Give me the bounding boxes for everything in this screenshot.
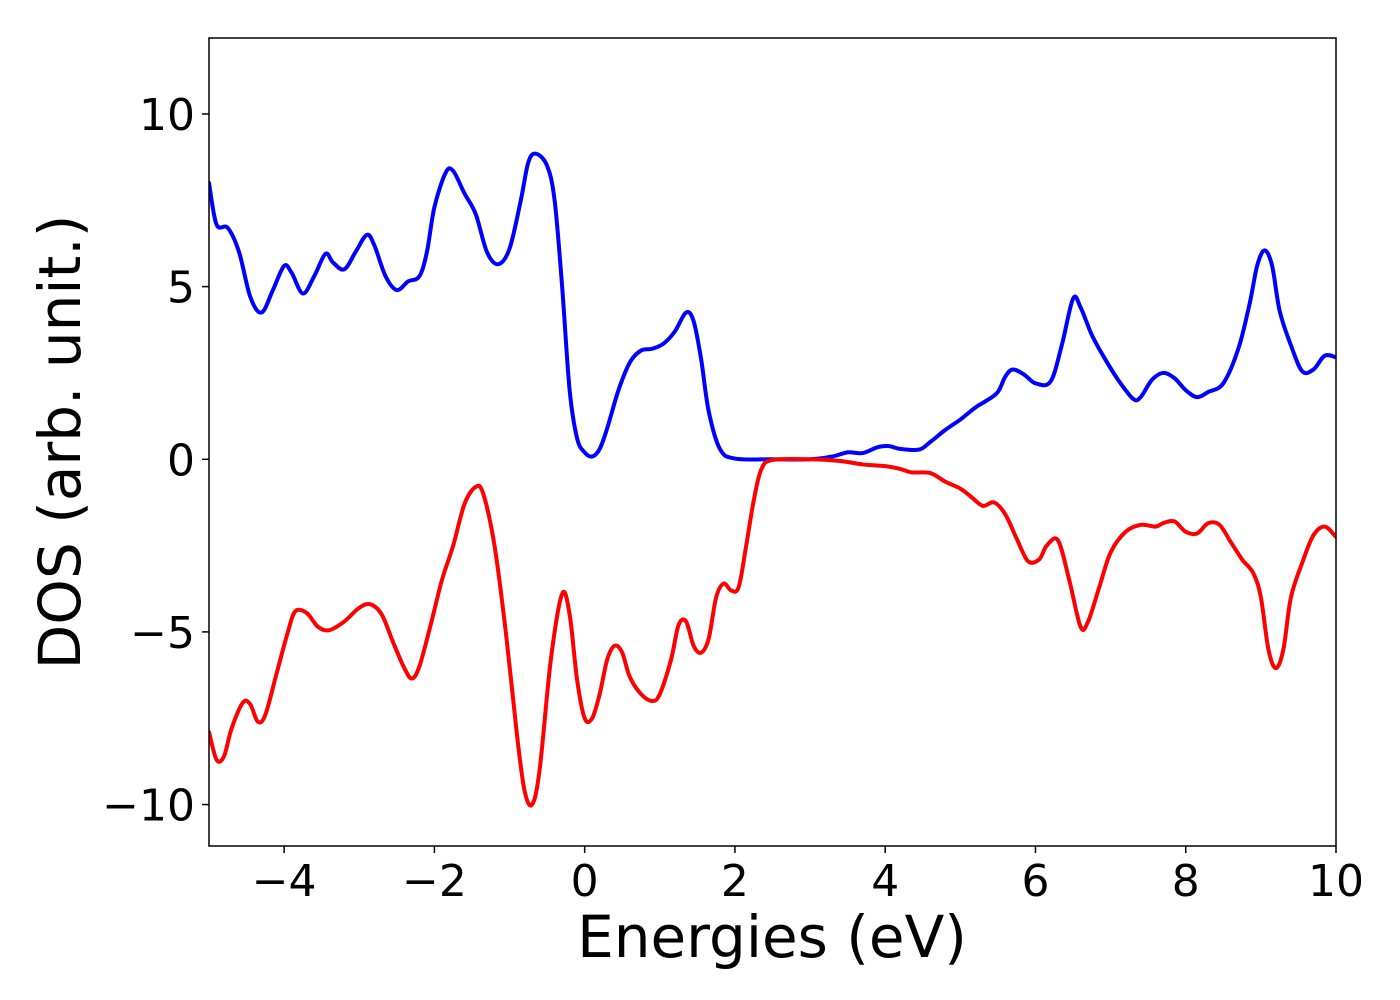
y-tick-label: 5 bbox=[167, 263, 195, 314]
y-tick-label: 10 bbox=[139, 90, 195, 141]
x-axis-title: Energies (eV) bbox=[577, 903, 967, 971]
x-tick-label: 8 bbox=[1172, 856, 1200, 907]
x-tick-label: 10 bbox=[1308, 856, 1364, 907]
x-tick-label: 2 bbox=[721, 856, 749, 907]
y-axis-ticks: −10 −5 0 5 10 bbox=[102, 90, 209, 832]
x-tick-label: −4 bbox=[252, 856, 317, 907]
series-line-1 bbox=[209, 151, 1336, 462]
y-tick-label: 0 bbox=[167, 435, 195, 486]
x-tick-label: 0 bbox=[571, 856, 599, 907]
x-tick-label: 6 bbox=[1021, 856, 1049, 907]
y-tick-label: −10 bbox=[102, 781, 195, 832]
x-tick-label: −2 bbox=[402, 856, 467, 907]
y-axis-title: DOS (arb. unit.) bbox=[26, 215, 94, 670]
x-tick-label: 4 bbox=[871, 856, 899, 907]
x-axis-ticks: −4 −2 0 2 4 6 8 10 bbox=[252, 846, 1364, 907]
plot-area bbox=[208, 37, 1337, 847]
series-layer bbox=[209, 151, 1336, 808]
axes-frame bbox=[208, 37, 1337, 847]
y-tick-label: −5 bbox=[130, 608, 195, 659]
series-line-2 bbox=[209, 456, 1336, 808]
